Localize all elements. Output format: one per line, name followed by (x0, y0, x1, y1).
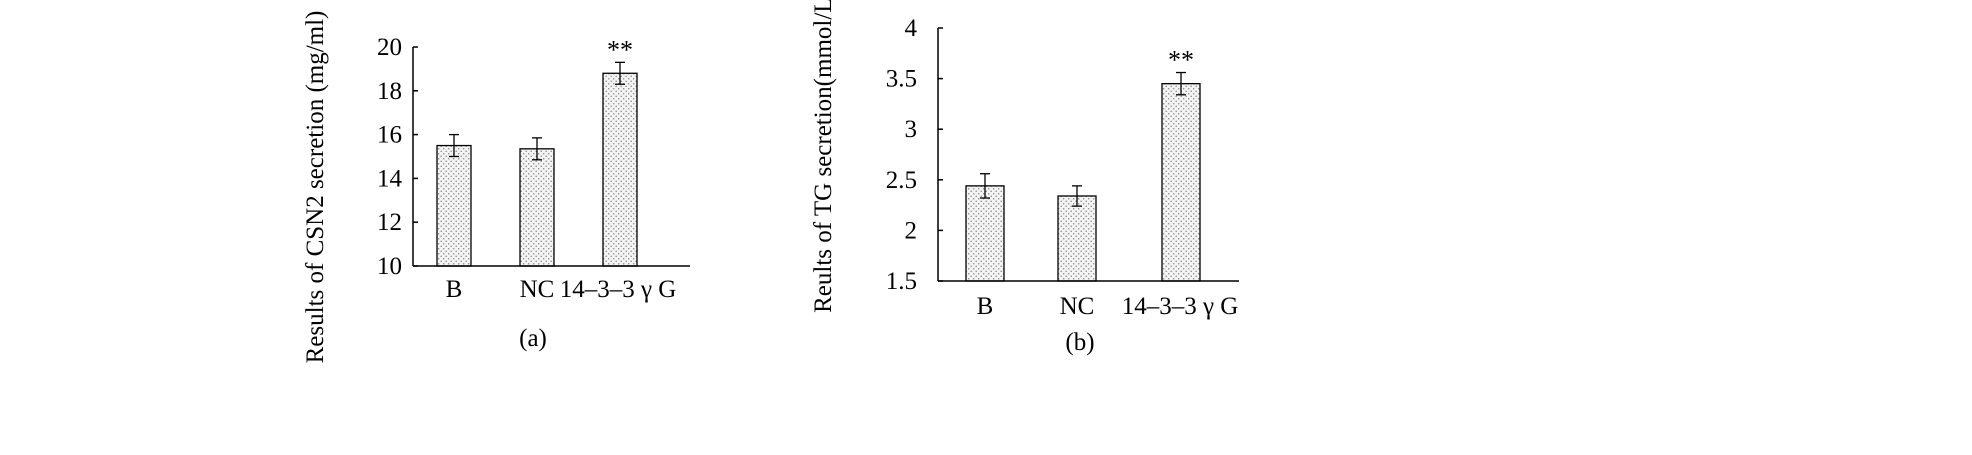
y-tick-label: 4 (905, 15, 918, 42)
significance-mark: ** (607, 35, 633, 64)
y-tick-label: 1.5 (886, 268, 917, 295)
y-tick-label: 20 (377, 34, 402, 61)
bar-2 (1161, 83, 1201, 282)
bar-2 (602, 72, 638, 267)
y-tick-label: 2.5 (886, 167, 917, 194)
x-category-label: B (977, 293, 994, 320)
x-category-label: B (446, 276, 463, 303)
x-category-labels-a: B NC 14–3–3 γ G (446, 276, 677, 303)
y-tick-label: 12 (377, 209, 402, 236)
y-axis-title-a: Results of CSN2 secretion (mg/ml) (302, 11, 329, 364)
y-tick-label: 10 (377, 253, 402, 280)
bar-0 (436, 144, 472, 267)
y-tick-label: 18 (377, 78, 402, 105)
panel-label-a: (a) (519, 325, 547, 352)
y-tick-label: 2 (905, 217, 918, 244)
x-category-label: NC (520, 276, 555, 303)
x-category-labels-b: B NC 14–3–3 γ G (977, 293, 1239, 320)
y-tick-label: 3 (905, 116, 918, 143)
bar-1 (519, 148, 555, 267)
bar-0 (965, 185, 1005, 282)
bars-a: ** (436, 35, 638, 267)
y-tick-labels-b: 1.5 2 2.5 3 3.5 4 (886, 15, 943, 295)
y-tick-label: 16 (377, 122, 402, 149)
y-tick-labels-a: 10 12 14 16 18 20 (377, 34, 418, 280)
y-axis-title-b: Reults of TG secretion(mmol/L) (810, 0, 837, 313)
x-category-label: 14–3–3 γ G (1122, 293, 1239, 320)
chart-panel-b: Reults of TG secretion(mmol/L) 1.5 2 2.5 3 3… (810, 0, 1239, 356)
x-category-label: 14–3–3 γ G (560, 276, 677, 303)
panel-label-b: (b) (1065, 329, 1094, 356)
y-tick-label: 14 (377, 165, 403, 192)
chart-panel-a: Results of CSN2 secretion (mg/ml) 10 12 14… (302, 11, 690, 364)
significance-mark: ** (1168, 46, 1194, 75)
bars-b: ** (965, 46, 1201, 282)
bar-1 (1057, 195, 1097, 282)
y-tick-label: 3.5 (886, 66, 917, 93)
x-category-label: NC (1060, 293, 1095, 320)
